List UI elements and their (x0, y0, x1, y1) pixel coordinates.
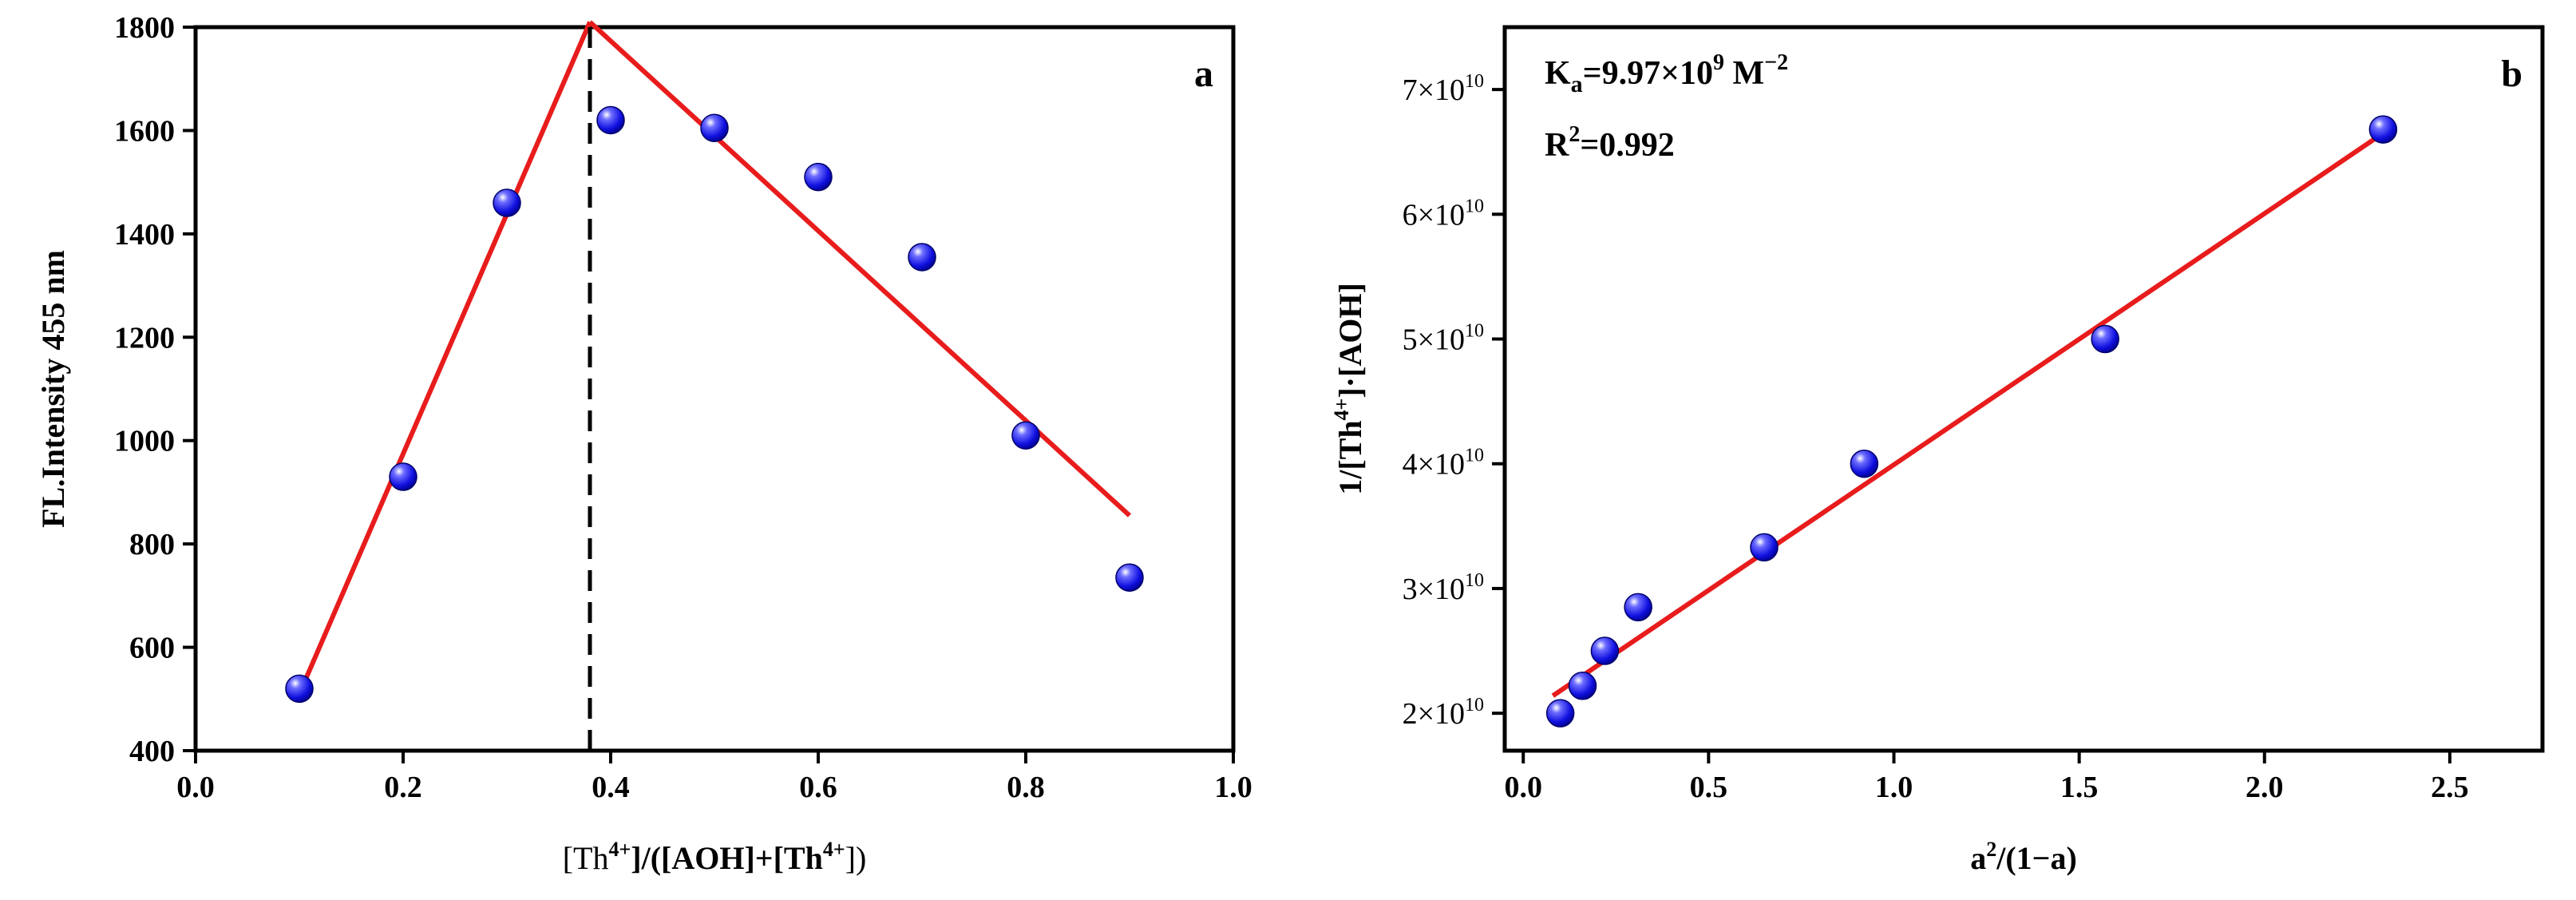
chart-a-xlabel: [Th4+]/([AOH]+[Th4+]) (563, 838, 867, 876)
chart-a-xtick-label: 0.8 (1007, 771, 1045, 804)
chart-b-data-point (1850, 449, 1879, 478)
chart-a: 0.0 0.2 0.4 0.6 0.8 1.0 400 600 800 1000… (35, 11, 1252, 876)
chart-a-data-point (596, 105, 625, 135)
chart-b-data-point (1750, 533, 1779, 562)
chart-a-xtick-label: 0.0 (176, 771, 215, 804)
chart-a-ytick-label: 1600 (114, 114, 175, 148)
chart-b-ka-annotation: Ka=9.97×109 M−2 (1545, 50, 1788, 97)
chart-b-data-point (1545, 699, 1575, 728)
chart-b-frame (1502, 25, 2545, 753)
chart-a-data-point (908, 243, 936, 272)
chart-a-data-point (285, 674, 314, 704)
chart-a-data-point (493, 188, 521, 217)
chart-a-data-point (700, 113, 729, 142)
chart-a-fit-line (297, 21, 592, 696)
chart-a-ytick-label: 1400 (114, 218, 175, 252)
chart-a-xtick-label: 0.4 (592, 771, 630, 804)
chart-b-ytick-label: 3×1010 (1403, 570, 1484, 606)
chart-b-xtick-label: 1.5 (2060, 771, 2099, 804)
chart-a-data-point (804, 162, 833, 192)
chart-a-ytick-label: 1200 (114, 321, 175, 355)
chart-a-frame (193, 25, 1236, 753)
chart-b-xtick-label: 0.0 (1504, 771, 1542, 804)
chart-a-data-point (389, 462, 417, 491)
chart-b-data-point (2091, 324, 2119, 354)
chart-b-xtick-label: 2.0 (2246, 771, 2284, 804)
chart-b-points (1545, 115, 2398, 728)
chart-a-data-point (1115, 563, 1144, 592)
chart-b-ytick-label: 4×1010 (1403, 446, 1484, 482)
chart-b-data-point (1568, 672, 1597, 700)
chart-a-xtick-label: 1.0 (1214, 771, 1252, 804)
chart-b-ticks (1492, 88, 2451, 763)
chart-b-fit-line (1551, 131, 2385, 698)
chart-a-ytick-label: 600 (129, 632, 175, 665)
chart-b-xtick-label: 0.5 (1690, 771, 1728, 804)
chart-a-ytick-label: 1800 (114, 11, 175, 45)
chart-b-data-point (1624, 593, 1652, 622)
chart-a-ytick-label: 1000 (114, 425, 175, 458)
chart-b-panel-label: b (2501, 53, 2523, 95)
chart-b-xtick-label: 1.0 (1875, 771, 1913, 804)
chart-a-ytick-label: 400 (129, 735, 175, 768)
chart-b-r2-annotation: R2=0.992 (1545, 122, 1675, 164)
chart-b-ytick-label: 5×1010 (1403, 321, 1484, 357)
chart-a-points (285, 105, 1144, 704)
chart-b-data-point (1590, 636, 1620, 665)
chart-a-data-point (1011, 421, 1040, 450)
chart-b-ytick-label: 6×1010 (1403, 196, 1484, 232)
chart-b-ytick-label: 2×1010 (1403, 695, 1484, 731)
chart-a-ytick-label: 800 (129, 528, 175, 561)
chart-b-xlabel: a2/(1−a) (1970, 838, 2077, 876)
chart-a-xtick-label: 0.6 (799, 771, 837, 804)
chart-b-fit-lines (1551, 131, 2385, 698)
chart-b-ylabel: 1/[Th4+]·[AOH] (1330, 283, 1368, 495)
chart-a-ylabel: FL.Intensity 455 nm (35, 250, 71, 528)
chart-b-ytick-label: 7×1010 (1403, 71, 1484, 107)
chart-a-ticks (183, 26, 1235, 763)
chart-b: 0.0 0.5 1.0 1.5 2.0 2.5 2×1010 3×1010 4×… (1330, 25, 2545, 876)
chart-a-panel-label: a (1194, 53, 1213, 95)
chart-a-xtick-label: 0.2 (384, 771, 422, 804)
chart-b-data-point (2368, 115, 2398, 144)
chart-a-fit-line (588, 20, 1132, 517)
chart-b-xtick-label: 2.5 (2431, 771, 2469, 804)
